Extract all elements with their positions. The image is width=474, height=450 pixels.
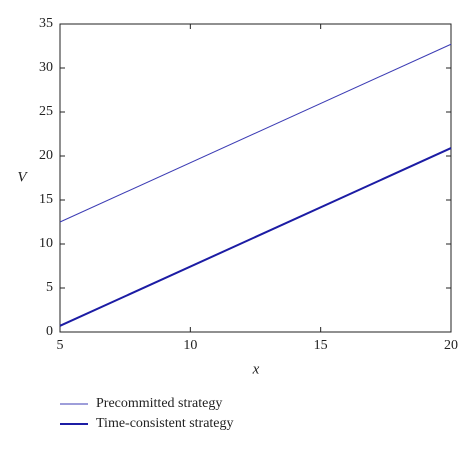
- legend-label: Precommitted strategy: [96, 396, 222, 411]
- x-tick-label: 5: [57, 338, 64, 353]
- x-tick-label: 10: [183, 338, 197, 353]
- x-tick-label: 15: [314, 338, 328, 353]
- y-tick-label: 25: [39, 104, 53, 119]
- y-tick-label: 15: [39, 192, 53, 207]
- x-axis-label: x: [252, 361, 260, 377]
- y-tick-label: 35: [39, 16, 53, 31]
- y-tick-label: 5: [46, 280, 53, 295]
- y-tick-label: 0: [46, 324, 53, 339]
- y-tick-label: 20: [39, 148, 53, 163]
- x-tick-label: 20: [444, 338, 458, 353]
- series-line: [59, 43, 452, 223]
- y-axis-label: V: [17, 169, 28, 185]
- series-line: [59, 147, 452, 327]
- plot-frame: [59, 23, 452, 333]
- y-tick-label: 10: [39, 236, 53, 251]
- legend-label: Time-consistent strategy: [96, 416, 234, 431]
- y-tick-label: 30: [39, 60, 53, 75]
